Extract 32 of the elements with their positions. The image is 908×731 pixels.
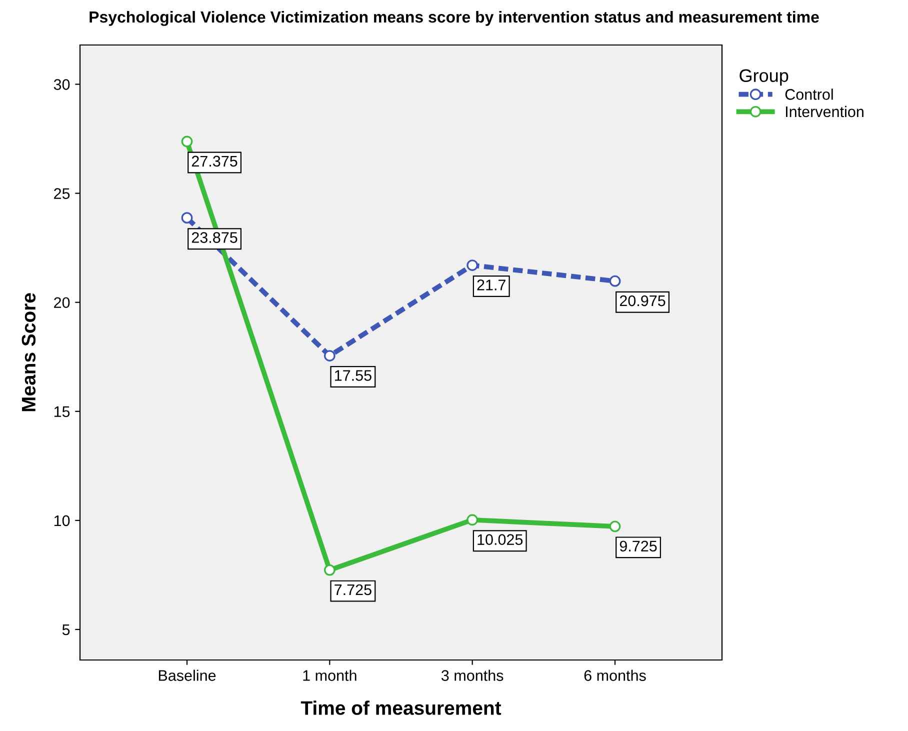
point xyxy=(609,520,621,532)
x-axis-title: Time of measurement xyxy=(300,700,502,715)
x-tick-label: 1 month xyxy=(303,670,356,681)
data-label: 20.975 xyxy=(620,295,666,306)
point xyxy=(181,136,193,148)
data-label: 7.725 xyxy=(334,584,372,596)
y-tick-label: 10 xyxy=(54,515,70,526)
data-label: 21.7 xyxy=(477,280,506,290)
x-tick-label: 3 months xyxy=(441,670,504,681)
data-label: 27.375 xyxy=(192,156,238,167)
point xyxy=(324,350,336,362)
y-tick-label: 5 xyxy=(62,624,70,636)
y-tick-label: 25 xyxy=(54,188,70,199)
x-tick-label: 6 months xyxy=(584,670,646,681)
data-label: 17.55 xyxy=(335,370,372,381)
point xyxy=(466,260,478,271)
point xyxy=(609,275,621,287)
data-label: 23.875 xyxy=(192,232,238,243)
data-label: 9.725 xyxy=(620,540,657,552)
legend-title: Group xyxy=(740,69,788,86)
point xyxy=(324,564,336,576)
x-tick-label: Baseline xyxy=(158,670,216,681)
chart-title: Psychological Violence Victimization means score by intervention status and measurement time xyxy=(90,10,819,26)
y-axis-title: Means Score xyxy=(22,293,36,412)
y-tick-label: 20 xyxy=(54,297,70,308)
y-tick-label: 15 xyxy=(54,406,70,418)
point xyxy=(181,212,193,224)
legend-label: Control xyxy=(785,88,833,100)
legend-label: Intervention xyxy=(786,106,864,118)
data-label: 10.025 xyxy=(478,534,523,545)
point xyxy=(466,514,478,526)
y-tick-label: 30 xyxy=(54,79,70,90)
